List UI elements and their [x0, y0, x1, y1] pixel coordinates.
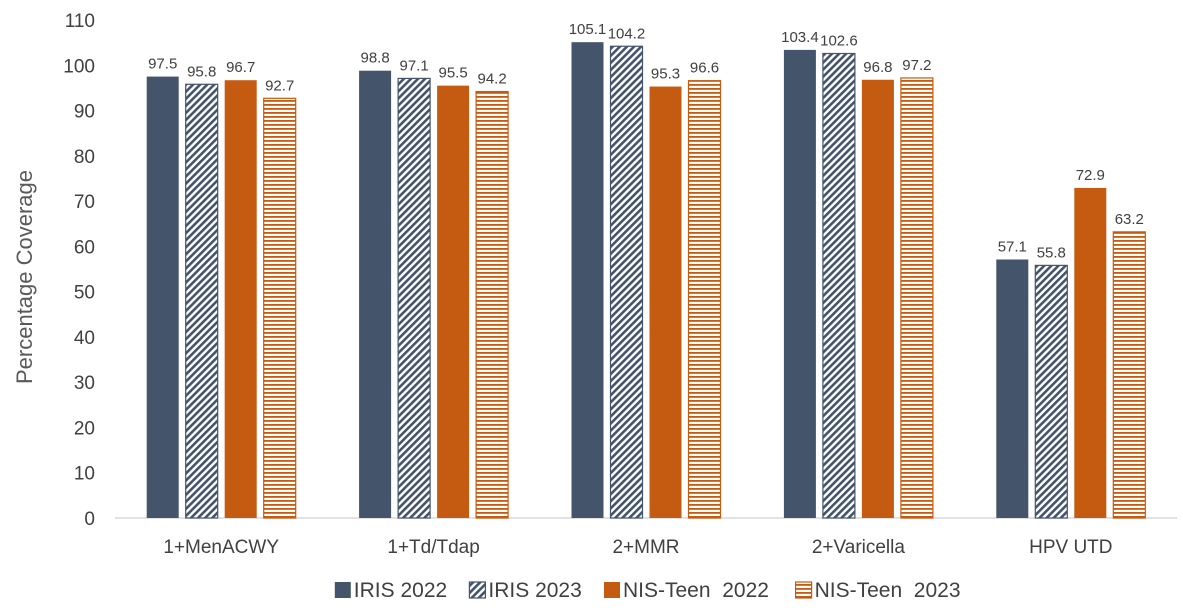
data-label: 94.2 [477, 71, 506, 88]
data-label: 97.1 [399, 57, 428, 74]
data-label: 96.7 [226, 59, 255, 76]
data-label: 98.8 [360, 50, 389, 67]
y-tick-label: 20 [74, 418, 95, 439]
data-labels: 97.5 95.8 96.7 92.7 98.8 97.1 95.5 94.2 105.1 104… [148, 21, 1144, 261]
legend-swatch-nis-teen-2022 [604, 582, 620, 598]
bar-nis-teen-2022 [1074, 187, 1107, 518]
bar-nis-teen-2023 [900, 77, 934, 519]
data-label: 95.5 [438, 65, 467, 82]
data-label: 97.2 [902, 57, 931, 74]
y-tick-label: 70 [74, 192, 95, 213]
bar-iris-2022 [146, 76, 179, 518]
bar-iris-2022 [996, 259, 1029, 518]
bar-nis-teen-2023 [687, 80, 722, 519]
data-label: 96.8 [863, 59, 892, 76]
legend-label: NIS-Teen 2022 [623, 579, 769, 602]
bar-iris-2022 [783, 49, 816, 518]
legend-swatch-iris-2022 [334, 582, 351, 598]
data-label: 105.1 [569, 21, 607, 38]
bars [146, 42, 1146, 519]
data-label: 72.9 [1076, 167, 1105, 184]
bar-nis-teen-2023 [1112, 231, 1146, 519]
bar-nis-teen-2022 [861, 79, 894, 518]
bar-iris-2023 [185, 83, 219, 519]
bar-iris-2022 [571, 42, 604, 519]
y-tick-label: 50 [74, 283, 95, 304]
y-tick-label: 60 [74, 237, 95, 258]
legend: IRIS 2022 IRIS 2023 NIS-Teen 2022 NIS-Teen … [334, 579, 961, 602]
bar-nis-teen-2022 [224, 80, 257, 518]
bar-nis-teen-2022 [437, 85, 470, 519]
legend-label: IRIS 2022 [354, 579, 447, 602]
y-tick-label: 30 [74, 373, 95, 394]
legend-swatch-iris-2023 [468, 581, 486, 599]
legend-label: IRIS 2023 [488, 579, 581, 602]
y-axis-ticks: 0 10 20 30 40 50 60 70 80 90 100 110 [63, 11, 95, 530]
bar-iris-2023 [822, 52, 856, 519]
data-label: 96.6 [690, 60, 719, 77]
data-label: 97.5 [148, 56, 177, 73]
data-label: 63.2 [1115, 211, 1144, 228]
bar-iris-2022 [359, 70, 392, 519]
bar-iris-2023 [609, 45, 644, 519]
bar-nis-teen-2022 [649, 86, 682, 519]
legend-label: NIS-Teen 2023 [815, 579, 961, 602]
data-label: 95.8 [187, 63, 216, 80]
category-label: 2+MMR [612, 537, 679, 558]
legend-swatch-nis-teen-2023 [794, 581, 813, 599]
data-label: 92.7 [265, 77, 294, 94]
data-label: 103.4 [781, 29, 819, 46]
category-label: HPV UTD [1029, 537, 1112, 558]
y-tick-label: 10 [74, 464, 95, 485]
bar-iris-2023 [397, 77, 431, 519]
y-tick-label: 110 [65, 11, 95, 32]
data-label: 104.2 [608, 25, 646, 42]
category-label: 2+Varicella [812, 537, 906, 558]
y-axis-title: Percentage Coverage [12, 170, 37, 384]
data-label: 55.8 [1037, 244, 1066, 261]
y-tick-label: 0 [84, 509, 95, 530]
y-tick-label: 90 [74, 102, 95, 123]
category-labels: 1+MenACWY 1+Td/Tdap 2+MMR 2+Varicella HPV UT… [163, 537, 1112, 558]
data-label: 95.3 [651, 66, 680, 83]
category-label: 1+Td/Tdap [387, 537, 479, 558]
bar-iris-2023 [1034, 264, 1068, 519]
bar-nis-teen-2023 [475, 90, 509, 519]
category-label: 1+MenACWY [163, 537, 279, 558]
y-tick-label: 40 [74, 328, 95, 349]
data-label: 57.1 [998, 238, 1027, 255]
y-tick-label: 100 [63, 56, 95, 77]
y-tick-label: 80 [74, 147, 95, 168]
data-label: 102.6 [820, 33, 858, 50]
bar-nis-teen-2023 [263, 97, 297, 519]
